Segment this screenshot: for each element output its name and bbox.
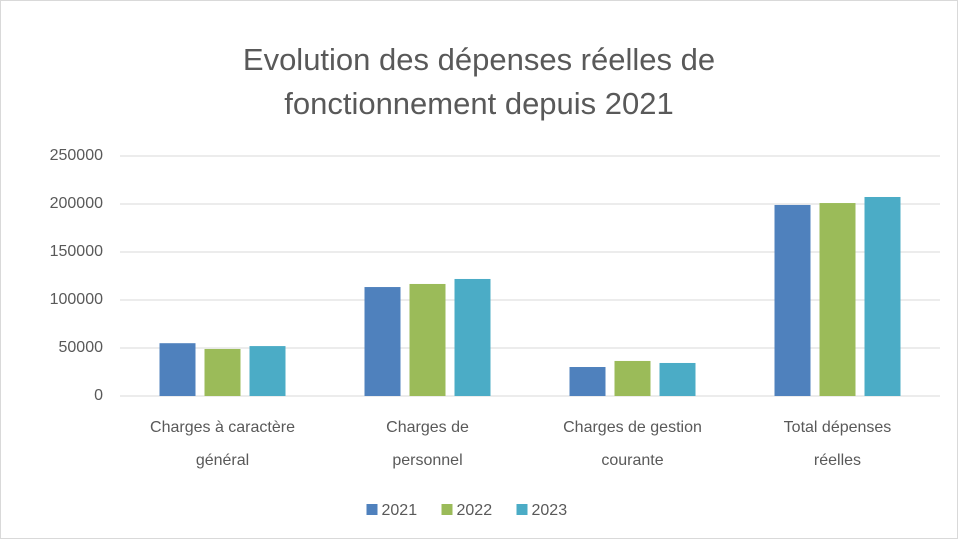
- bar: [364, 287, 401, 396]
- bar: [159, 343, 196, 396]
- x-tick-label: réelles: [814, 452, 861, 469]
- y-tick-label: 0: [94, 387, 103, 404]
- x-tick-label: Charges de: [386, 419, 469, 436]
- x-tick-label: personnel: [392, 452, 462, 469]
- bar: [864, 196, 901, 396]
- legend-label: 2021: [382, 502, 418, 519]
- chart-title: Evolution des dépenses réelles de: [243, 42, 715, 77]
- x-tick-label: courante: [601, 452, 663, 469]
- y-tick-label: 150000: [50, 243, 103, 260]
- x-tick-label: Charges de gestion: [563, 419, 702, 436]
- bar: [569, 367, 606, 396]
- bar: [409, 283, 446, 396]
- x-tick-label: général: [196, 452, 249, 469]
- y-tick-label: 250000: [50, 147, 103, 164]
- legend-swatch: [366, 504, 378, 515]
- legend-label: 2023: [532, 502, 568, 519]
- legend-swatch: [516, 504, 528, 515]
- bar: [819, 203, 856, 396]
- bar: [659, 362, 696, 396]
- bar: [614, 360, 651, 396]
- chart-title: fonctionnement depuis 2021: [284, 86, 674, 121]
- x-tick-label: Total dépenses: [784, 419, 892, 436]
- legend-swatch: [441, 504, 453, 515]
- bar: [774, 204, 811, 396]
- legend-label: 2022: [457, 502, 493, 519]
- y-tick-label: 50000: [59, 339, 104, 356]
- x-tick-label: Charges à caractère: [150, 419, 295, 436]
- bar: [454, 278, 491, 396]
- bar: [249, 346, 286, 396]
- y-tick-label: 200000: [50, 195, 103, 212]
- bar: [204, 348, 241, 396]
- y-tick-label: 100000: [50, 291, 103, 308]
